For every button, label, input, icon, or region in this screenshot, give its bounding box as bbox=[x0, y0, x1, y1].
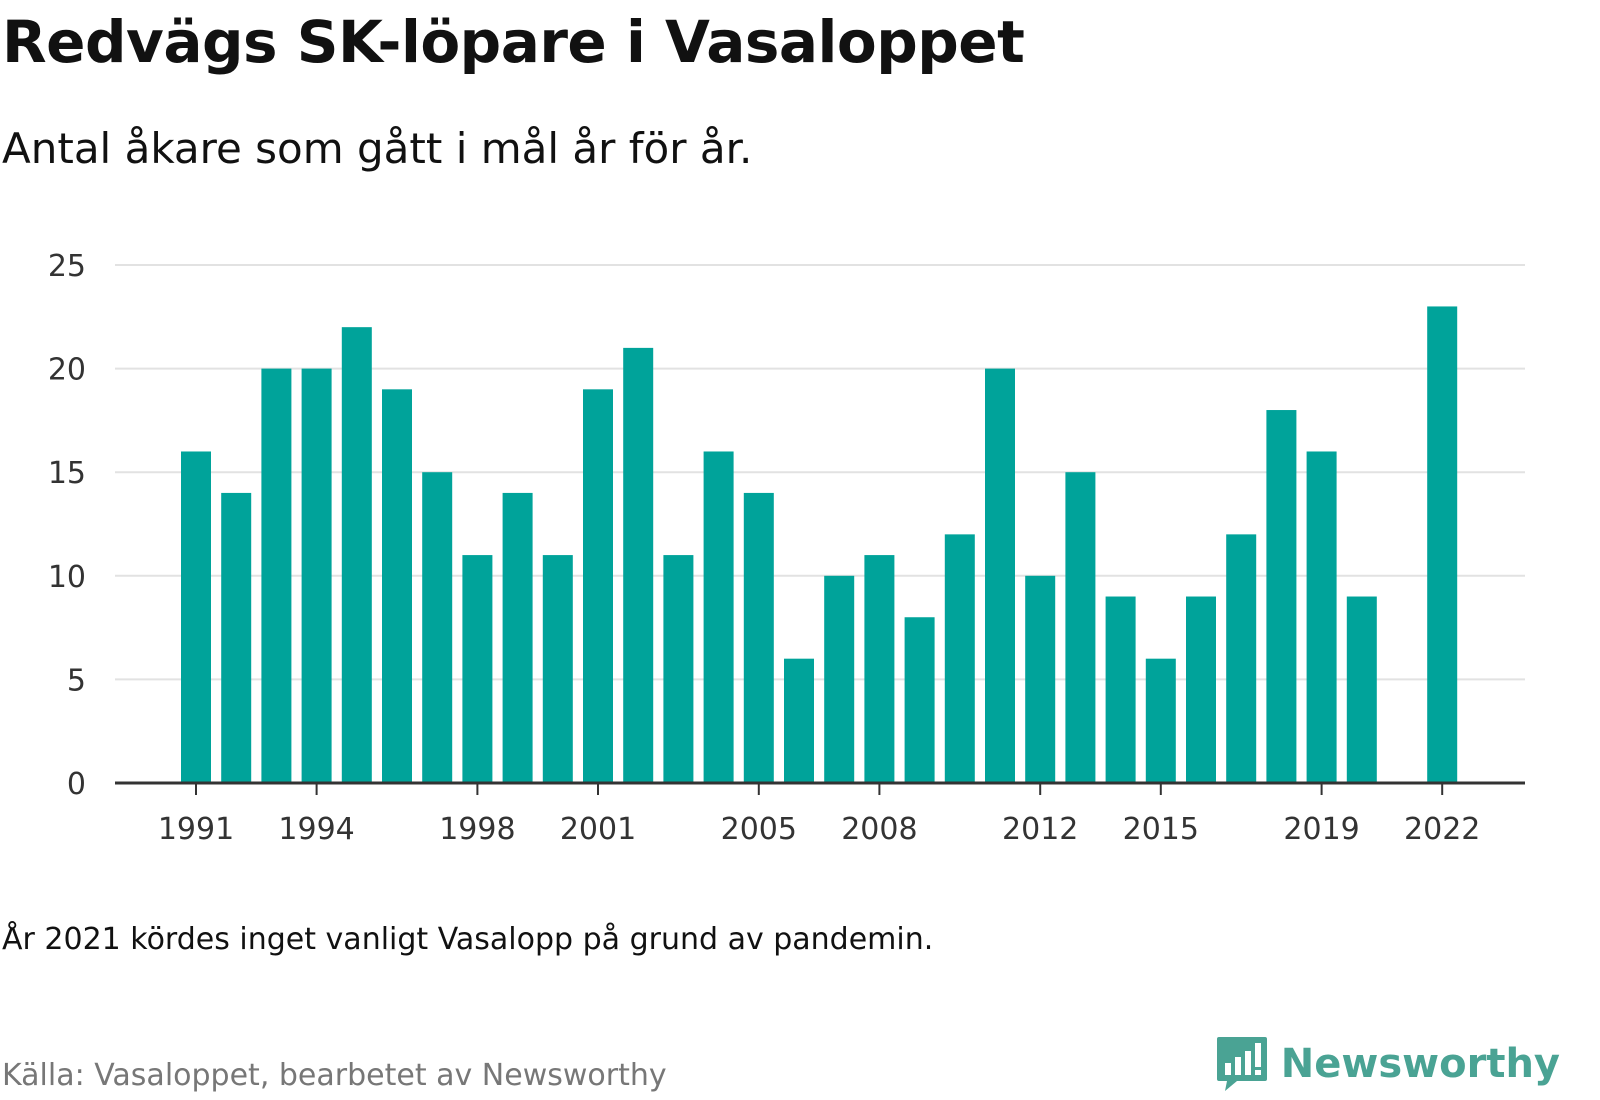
y-tick-label: 5 bbox=[67, 663, 86, 698]
chart-title: Redvägs SK-löpare i Vasaloppet bbox=[2, 8, 1025, 76]
brand-logo: Newsworthy bbox=[1215, 1035, 1560, 1093]
bars bbox=[181, 306, 1458, 783]
bar-2018 bbox=[1266, 410, 1297, 783]
y-tick-label: 25 bbox=[48, 249, 86, 284]
x-tick-label: 1991 bbox=[158, 812, 234, 847]
bar-1997 bbox=[422, 472, 453, 783]
y-tick-label: 10 bbox=[48, 560, 86, 595]
y-tick-label: 15 bbox=[48, 456, 86, 491]
bar-2009 bbox=[904, 617, 935, 783]
bar-2012 bbox=[1025, 575, 1056, 783]
x-tick-label: 1994 bbox=[278, 812, 354, 847]
bar-2010 bbox=[944, 534, 975, 783]
bar-2014 bbox=[1105, 596, 1136, 783]
bar-2004 bbox=[703, 451, 734, 783]
bar-2005 bbox=[743, 492, 774, 783]
bar-2019 bbox=[1306, 451, 1337, 783]
bar-1994 bbox=[301, 368, 332, 783]
bar-2007 bbox=[824, 575, 855, 783]
bar-1992 bbox=[221, 492, 252, 783]
axes bbox=[115, 781, 1525, 795]
bar-2015 bbox=[1145, 658, 1176, 783]
tick-labels: 0 5 10 15 20 25 1991 1994 1998 2001 2005 2008 2012 20… bbox=[48, 249, 1481, 847]
x-tick-label: 2005 bbox=[721, 812, 797, 847]
bar-2008 bbox=[864, 555, 895, 783]
source-credit: Källa: Vasaloppet, bearbetet av Newswort… bbox=[2, 1058, 667, 1093]
x-tick-label: 1998 bbox=[439, 812, 515, 847]
bar-2013 bbox=[1065, 472, 1096, 783]
brand-name: Newsworthy bbox=[1280, 1041, 1560, 1087]
y-tick-label: 20 bbox=[48, 353, 86, 388]
bar-2002 bbox=[623, 347, 654, 783]
bar-2006 bbox=[784, 658, 814, 783]
bar-1996 bbox=[382, 389, 412, 783]
chart-subtitle: Antal åkare som gått i mål år för år. bbox=[2, 124, 753, 173]
bar-2011 bbox=[985, 368, 1015, 783]
x-tick-label: 2022 bbox=[1404, 812, 1480, 847]
bar-chart-speech-bubble-icon bbox=[1216, 1037, 1267, 1091]
x-tick-label: 2015 bbox=[1123, 812, 1199, 847]
bar-2020 bbox=[1346, 596, 1377, 783]
bar-2022 bbox=[1427, 306, 1458, 783]
bar-2017 bbox=[1226, 534, 1257, 783]
x-tick-label: 2019 bbox=[1283, 812, 1359, 847]
bar-1993 bbox=[261, 368, 292, 783]
bar-1999 bbox=[502, 492, 533, 783]
bar-2000 bbox=[542, 555, 573, 783]
bar-1998 bbox=[462, 555, 493, 783]
bar-1995 bbox=[341, 327, 372, 783]
footnote: År 2021 kördes inget vanligt Vasalopp på… bbox=[2, 922, 934, 957]
bar-2001 bbox=[583, 389, 613, 783]
bar-2016 bbox=[1186, 596, 1216, 783]
x-tick-label: 2001 bbox=[560, 812, 636, 847]
bar-1991 bbox=[181, 451, 211, 783]
bar-2003 bbox=[663, 555, 694, 783]
bar-chart: 0 5 10 15 20 25 1991 1994 1998 2001 2005 2008 2012 20… bbox=[48, 249, 1525, 847]
x-tick-label: 2008 bbox=[841, 812, 917, 847]
y-tick-label: 0 bbox=[67, 767, 86, 802]
x-tick-label: 2012 bbox=[1002, 812, 1078, 847]
